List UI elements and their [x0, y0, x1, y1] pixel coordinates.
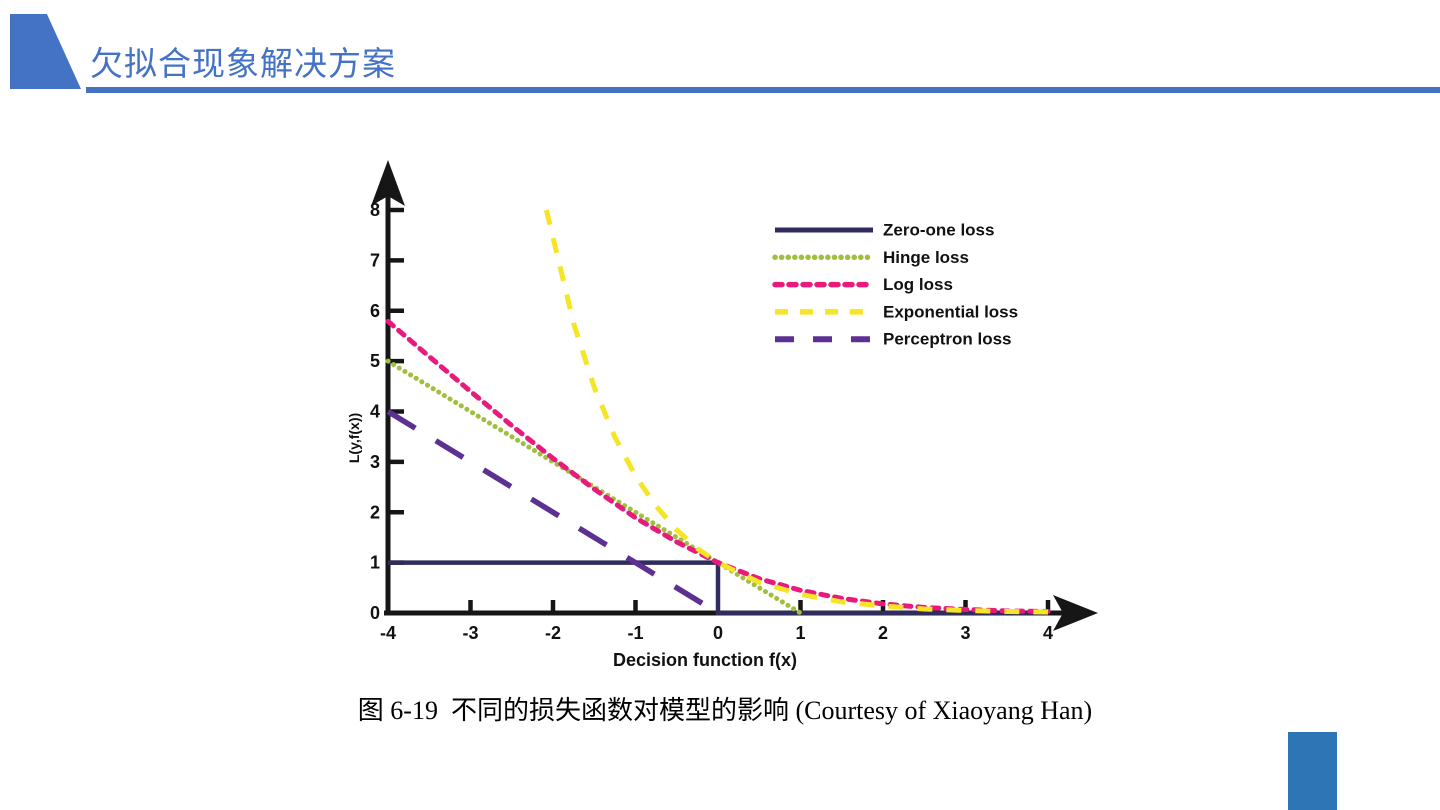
x-tick-label: -1	[627, 623, 643, 643]
x-tick-label: 0	[713, 623, 723, 643]
x-tick-label: -4	[380, 623, 396, 643]
y-axis-arrow	[371, 160, 405, 206]
y-axis-label: L(y,f(x))	[346, 413, 362, 463]
figure-caption: 图 6-19 不同的损失函数对模型的影响 (Courtesy of Xiaoya…	[357, 696, 1093, 725]
x-axis-label: Decision function f(x)	[613, 650, 797, 670]
legend-label-perceptron-loss: Perceptron loss	[883, 330, 1012, 349]
legend-label-zero-one-loss: Zero-one loss	[883, 221, 994, 240]
x-tick-label: 4	[1043, 623, 1053, 643]
y-tick-label: 1	[370, 553, 380, 573]
legend-label-log-loss: Log loss	[883, 275, 953, 294]
y-tick-label: 2	[370, 502, 380, 522]
series-exponential-loss	[543, 209, 1049, 615]
y-tick-label: 4	[370, 402, 380, 422]
x-tick-label: -3	[462, 623, 478, 643]
x-tick-label: 2	[878, 623, 888, 643]
y-tick-label: 7	[370, 250, 380, 270]
x-tick-label: 1	[795, 623, 805, 643]
series-perceptron-loss	[386, 409, 720, 616]
y-tick-label: 0	[370, 603, 380, 623]
series-log-loss	[385, 318, 1051, 614]
loss-figure: 0 1 2 3 4 5 6 7 8 -4 -3 -2 -1 0 1 2 3 4 Decision function …	[340, 150, 1110, 727]
header-corner-shape	[10, 14, 81, 89]
y-tick-label: 5	[370, 351, 380, 371]
x-tick-label: 3	[960, 623, 970, 643]
y-tick-label: 8	[370, 200, 380, 220]
legend-label-hinge-loss: Hinge loss	[883, 248, 969, 267]
series-zero-one-loss	[388, 560, 1048, 616]
header-rule	[86, 87, 1440, 93]
x-axis-arrow	[1053, 595, 1098, 631]
page-title: 欠拟合现象解决方案	[90, 45, 396, 82]
legend-label-exponential-loss: Exponential loss	[883, 302, 1018, 321]
y-tick-label: 3	[370, 452, 380, 472]
x-tick-label: -2	[545, 623, 561, 643]
y-tick-label: 6	[370, 301, 380, 321]
bottom-right-accent	[1288, 732, 1337, 810]
loss-chart: 0 1 2 3 4 5 6 7 8 -4 -3 -2 -1 0 1 2 3 4 Decision function …	[346, 160, 1098, 670]
